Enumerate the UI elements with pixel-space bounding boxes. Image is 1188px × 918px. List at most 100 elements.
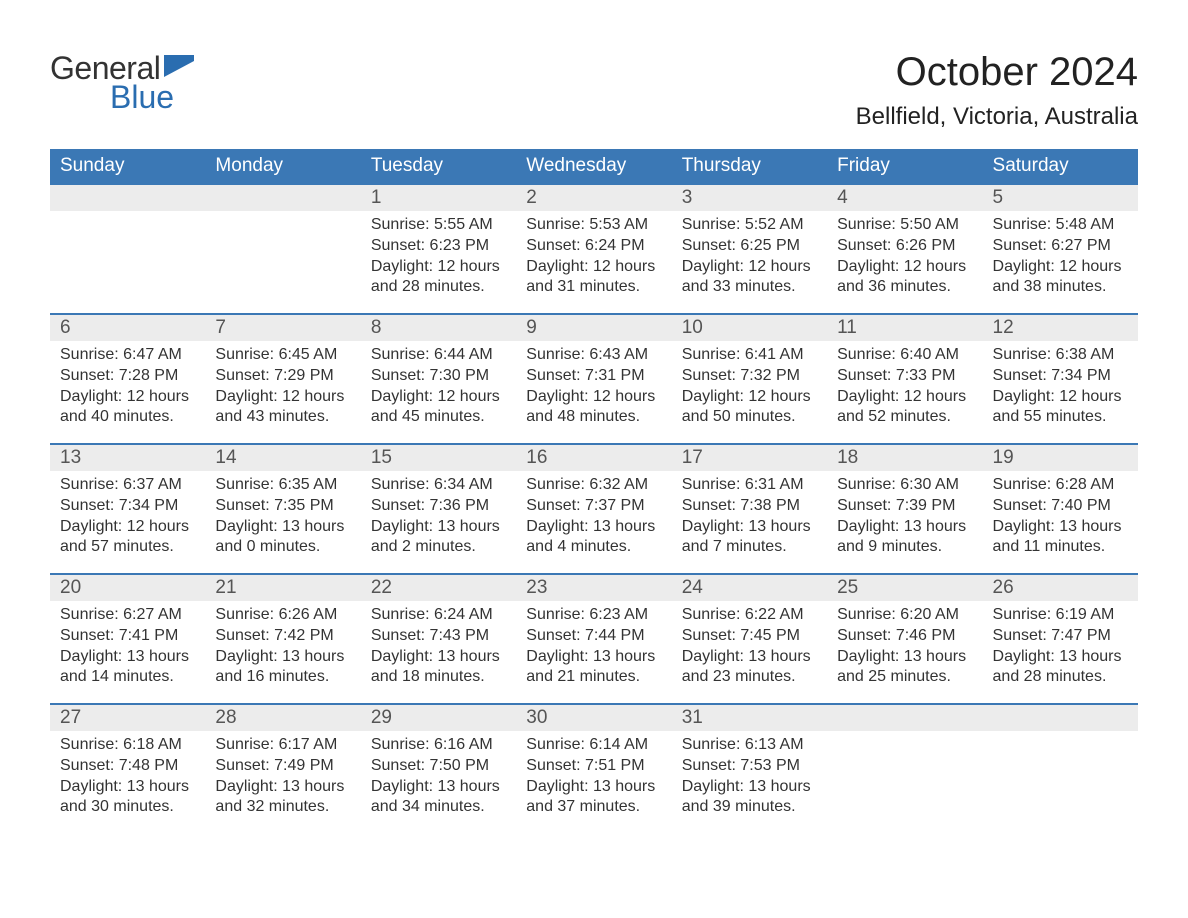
day-body: Sunrise: 6:32 AMSunset: 7:37 PMDaylight:… [516,471,671,564]
week-row: 1Sunrise: 5:55 AMSunset: 6:23 PMDaylight… [50,183,1138,313]
day-body: Sunrise: 6:38 AMSunset: 7:34 PMDaylight:… [983,341,1138,434]
week-row: 20Sunrise: 6:27 AMSunset: 7:41 PMDayligh… [50,573,1138,703]
sunrise-text: Sunrise: 6:20 AM [837,605,972,626]
daylight-text: Daylight: 13 hours and 21 minutes. [526,647,661,689]
day-number: 18 [827,445,982,471]
dow-cell: Wednesday [516,149,671,183]
daylight-text: Daylight: 12 hours and 38 minutes. [993,257,1128,299]
day-number: 17 [672,445,827,471]
day-body: Sunrise: 6:41 AMSunset: 7:32 PMDaylight:… [672,341,827,434]
day-body: Sunrise: 6:26 AMSunset: 7:42 PMDaylight:… [205,601,360,694]
daylight-text: Daylight: 13 hours and 4 minutes. [526,517,661,559]
day-number: 26 [983,575,1138,601]
sunrise-text: Sunrise: 5:53 AM [526,215,661,236]
day-number: 22 [361,575,516,601]
sunrise-text: Sunrise: 6:43 AM [526,345,661,366]
sunset-text: Sunset: 7:43 PM [371,626,506,647]
day-body: Sunrise: 6:20 AMSunset: 7:46 PMDaylight:… [827,601,982,694]
day-body: Sunrise: 5:52 AMSunset: 6:25 PMDaylight:… [672,211,827,304]
day-number [50,185,205,211]
month-title: October 2024 [856,50,1138,95]
day-number: 28 [205,705,360,731]
day-number [827,705,982,731]
day-number: 4 [827,185,982,211]
daylight-text: Daylight: 13 hours and 14 minutes. [60,647,195,689]
day-number: 3 [672,185,827,211]
sunrise-text: Sunrise: 6:30 AM [837,475,972,496]
sunrise-text: Sunrise: 6:44 AM [371,345,506,366]
day-cell: 1Sunrise: 5:55 AMSunset: 6:23 PMDaylight… [361,185,516,313]
daylight-text: Daylight: 12 hours and 43 minutes. [215,387,350,429]
day-number: 1 [361,185,516,211]
daylight-text: Daylight: 13 hours and 32 minutes. [215,777,350,819]
daylight-text: Daylight: 13 hours and 37 minutes. [526,777,661,819]
location: Bellfield, Victoria, Australia [856,103,1138,131]
daylight-text: Daylight: 12 hours and 45 minutes. [371,387,506,429]
day-number: 25 [827,575,982,601]
day-cell: 13Sunrise: 6:37 AMSunset: 7:34 PMDayligh… [50,445,205,573]
sunset-text: Sunset: 6:27 PM [993,236,1128,257]
daylight-text: Daylight: 13 hours and 2 minutes. [371,517,506,559]
day-cell: 26Sunrise: 6:19 AMSunset: 7:47 PMDayligh… [983,575,1138,703]
daylight-text: Daylight: 13 hours and 39 minutes. [682,777,817,819]
sunrise-text: Sunrise: 5:55 AM [371,215,506,236]
sunrise-text: Sunrise: 5:48 AM [993,215,1128,236]
day-body: Sunrise: 6:24 AMSunset: 7:43 PMDaylight:… [361,601,516,694]
sunrise-text: Sunrise: 6:14 AM [526,735,661,756]
day-cell: 8Sunrise: 6:44 AMSunset: 7:30 PMDaylight… [361,315,516,443]
daylight-text: Daylight: 13 hours and 25 minutes. [837,647,972,689]
day-body: Sunrise: 6:45 AMSunset: 7:29 PMDaylight:… [205,341,360,434]
logo-word2: Blue [110,79,194,116]
day-body: Sunrise: 6:43 AMSunset: 7:31 PMDaylight:… [516,341,671,434]
day-cell: 17Sunrise: 6:31 AMSunset: 7:38 PMDayligh… [672,445,827,573]
day-of-week-header: SundayMondayTuesdayWednesdayThursdayFrid… [50,149,1138,183]
day-body: Sunrise: 6:44 AMSunset: 7:30 PMDaylight:… [361,341,516,434]
daylight-text: Daylight: 12 hours and 52 minutes. [837,387,972,429]
day-number: 6 [50,315,205,341]
day-body: Sunrise: 6:31 AMSunset: 7:38 PMDaylight:… [672,471,827,564]
sunrise-text: Sunrise: 6:16 AM [371,735,506,756]
daylight-text: Daylight: 13 hours and 30 minutes. [60,777,195,819]
daylight-text: Daylight: 13 hours and 7 minutes. [682,517,817,559]
day-body: Sunrise: 6:47 AMSunset: 7:28 PMDaylight:… [50,341,205,434]
sunset-text: Sunset: 7:47 PM [993,626,1128,647]
day-cell: 27Sunrise: 6:18 AMSunset: 7:48 PMDayligh… [50,705,205,833]
daylight-text: Daylight: 12 hours and 28 minutes. [371,257,506,299]
sunset-text: Sunset: 7:33 PM [837,366,972,387]
daylight-text: Daylight: 12 hours and 36 minutes. [837,257,972,299]
sunset-text: Sunset: 7:36 PM [371,496,506,517]
sunrise-text: Sunrise: 6:26 AM [215,605,350,626]
day-number: 5 [983,185,1138,211]
day-number: 31 [672,705,827,731]
day-cell: 20Sunrise: 6:27 AMSunset: 7:41 PMDayligh… [50,575,205,703]
day-body: Sunrise: 6:22 AMSunset: 7:45 PMDaylight:… [672,601,827,694]
sunset-text: Sunset: 7:34 PM [993,366,1128,387]
sunset-text: Sunset: 7:37 PM [526,496,661,517]
week-row: 13Sunrise: 6:37 AMSunset: 7:34 PMDayligh… [50,443,1138,573]
sunset-text: Sunset: 6:24 PM [526,236,661,257]
day-number [205,185,360,211]
day-cell [50,185,205,313]
header: General Blue October 2024 Bellfield, Vic… [50,50,1138,131]
dow-cell: Monday [205,149,360,183]
sunset-text: Sunset: 7:32 PM [682,366,817,387]
day-cell: 22Sunrise: 6:24 AMSunset: 7:43 PMDayligh… [361,575,516,703]
daylight-text: Daylight: 12 hours and 40 minutes. [60,387,195,429]
logo: General Blue [50,50,194,116]
day-number: 29 [361,705,516,731]
day-body: Sunrise: 5:53 AMSunset: 6:24 PMDaylight:… [516,211,671,304]
sunrise-text: Sunrise: 6:40 AM [837,345,972,366]
sunrise-text: Sunrise: 5:52 AM [682,215,817,236]
dow-cell: Saturday [983,149,1138,183]
day-cell: 14Sunrise: 6:35 AMSunset: 7:35 PMDayligh… [205,445,360,573]
day-body: Sunrise: 6:18 AMSunset: 7:48 PMDaylight:… [50,731,205,824]
day-cell: 30Sunrise: 6:14 AMSunset: 7:51 PMDayligh… [516,705,671,833]
week-row: 27Sunrise: 6:18 AMSunset: 7:48 PMDayligh… [50,703,1138,833]
sunset-text: Sunset: 7:51 PM [526,756,661,777]
day-body: Sunrise: 6:28 AMSunset: 7:40 PMDaylight:… [983,471,1138,564]
day-number: 2 [516,185,671,211]
daylight-text: Daylight: 12 hours and 31 minutes. [526,257,661,299]
sunset-text: Sunset: 7:30 PM [371,366,506,387]
day-body: Sunrise: 5:50 AMSunset: 6:26 PMDaylight:… [827,211,982,304]
day-body: Sunrise: 5:55 AMSunset: 6:23 PMDaylight:… [361,211,516,304]
